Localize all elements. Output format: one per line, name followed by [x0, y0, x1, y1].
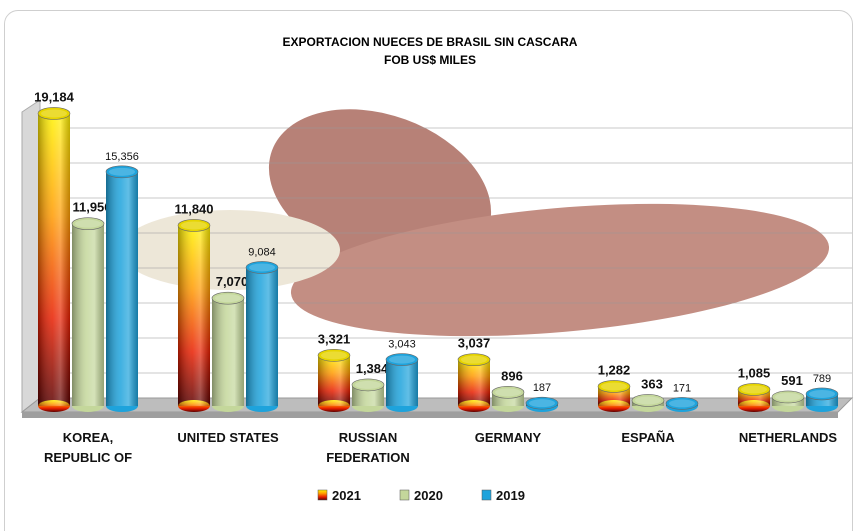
- data-label: 3,043: [388, 339, 416, 351]
- bar: [737, 383, 771, 412]
- bar-top-hi: [529, 399, 555, 408]
- bar-top: [317, 349, 351, 362]
- bar-top-hi: [75, 219, 101, 228]
- x-tick-label: GERMANY: [474, 430, 542, 445]
- bar-top-hi: [669, 399, 695, 408]
- bar: [71, 217, 105, 412]
- legend-swatch: [317, 489, 328, 501]
- bar-top-hi: [809, 389, 835, 398]
- bar-top-hi: [321, 351, 347, 360]
- legend-label: 2021: [332, 488, 361, 503]
- bar-top: [631, 394, 665, 407]
- bar-top: [525, 396, 559, 410]
- bar-shade: [212, 298, 244, 406]
- bar-top-hi: [461, 355, 487, 364]
- data-label: 19,184: [34, 89, 75, 104]
- chart-subtitle: FOB US$ MILES: [384, 53, 476, 67]
- bar: [491, 386, 525, 412]
- bar-shade: [246, 267, 278, 406]
- bar: [665, 397, 699, 412]
- data-label: 1,282: [598, 362, 631, 377]
- bar: [597, 380, 631, 412]
- data-label: 896: [501, 368, 523, 383]
- data-label: 7,070: [216, 274, 249, 289]
- bar-top-hi: [41, 109, 67, 118]
- bar-top-hi: [635, 396, 661, 405]
- data-label: 3,037: [458, 336, 491, 351]
- bar: [317, 349, 351, 412]
- bar: [211, 291, 245, 412]
- bar: [177, 219, 211, 412]
- data-label: 591: [781, 373, 803, 388]
- bar-shade: [386, 359, 418, 406]
- bar-shade: [318, 355, 350, 406]
- data-label: 11,840: [174, 201, 213, 216]
- bar-top: [665, 397, 699, 410]
- bar-top: [37, 107, 71, 120]
- bar: [771, 390, 805, 412]
- x-tick-label: KOREA, REPUBLIC OF: [43, 430, 133, 465]
- bar-shade: [178, 225, 210, 406]
- bar: [805, 387, 839, 412]
- bar: [351, 378, 385, 412]
- bar: [525, 396, 559, 412]
- bar-shade: [458, 359, 490, 406]
- bar-top: [771, 390, 805, 404]
- data-label: 3,321: [318, 331, 351, 346]
- bar: [37, 107, 71, 412]
- bar-top: [805, 387, 839, 401]
- bar-top: [457, 353, 491, 366]
- bar: [457, 353, 491, 412]
- chart-title: EXPORTACION NUECES DE BRASIL SIN CASCARA: [283, 35, 578, 49]
- x-tick-label: UNITED STATES: [177, 430, 279, 445]
- bar-top-hi: [355, 380, 381, 389]
- data-label: 363: [641, 376, 663, 391]
- x-tick-label: ESPAÑA: [621, 430, 675, 445]
- grid: [40, 127, 852, 374]
- data-label: 9,084: [248, 246, 276, 258]
- bar-top-hi: [495, 388, 521, 397]
- bar-top: [491, 386, 525, 399]
- legend-swatch: [481, 489, 492, 501]
- x-tick-label: NETHERLANDS: [738, 430, 838, 445]
- bar-top-hi: [389, 355, 415, 364]
- bar: [105, 165, 139, 412]
- bar-top: [385, 353, 419, 366]
- legend-label: 2020: [414, 488, 443, 503]
- data-label: 1,384: [356, 361, 389, 376]
- data-label: 11,956: [72, 200, 111, 215]
- data-label: 1,085: [738, 365, 771, 380]
- bar-top-hi: [741, 385, 767, 394]
- legend-label: 2019: [496, 488, 525, 503]
- bar-top: [737, 383, 771, 396]
- bar-top: [351, 378, 385, 392]
- bar-top: [211, 291, 245, 305]
- x-tick-label: RUSSIAN FEDERATION: [326, 430, 410, 465]
- bar-shade: [72, 223, 104, 406]
- bar-top-hi: [181, 221, 207, 230]
- bar-top-hi: [249, 263, 275, 272]
- legend-swatch: [399, 489, 410, 501]
- chart-frame: [4, 10, 853, 531]
- bar: [385, 353, 419, 412]
- bar-top-hi: [601, 382, 627, 391]
- bar: [631, 394, 665, 412]
- bar: [245, 261, 279, 412]
- data-label: 15,356: [105, 151, 139, 163]
- bar-top: [245, 261, 279, 274]
- bar-top-hi: [215, 294, 241, 303]
- bar-shade: [38, 113, 70, 406]
- bar-top-hi: [109, 167, 135, 176]
- data-label: 187: [533, 382, 551, 394]
- bar-top: [597, 380, 631, 393]
- data-label: 789: [813, 373, 831, 385]
- bar-top: [71, 217, 105, 230]
- data-label: 171: [673, 382, 691, 394]
- bar-top: [177, 219, 211, 232]
- bar-shade: [106, 171, 138, 406]
- bar-top: [105, 165, 139, 179]
- bar-top-hi: [775, 392, 801, 401]
